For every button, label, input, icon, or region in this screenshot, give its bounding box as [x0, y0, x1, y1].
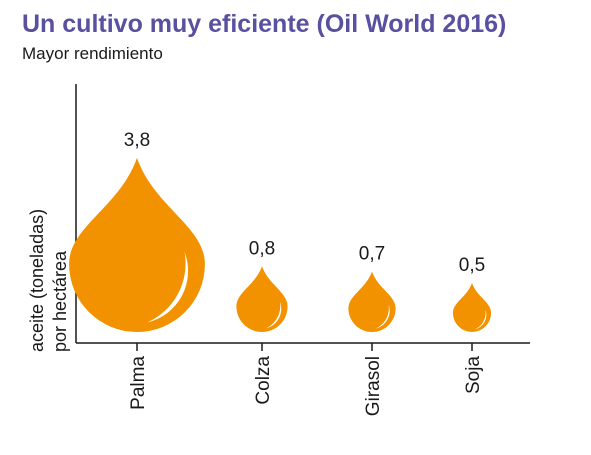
data-label-soja: 0,5: [459, 255, 485, 276]
drop-palma: [69, 157, 205, 332]
drop-highlight-soja: [474, 309, 487, 330]
y-axis-label-line-2: por hectárea: [50, 250, 70, 352]
category-label-palma: Palma: [128, 356, 149, 410]
data-label-girasol: 0,7: [359, 244, 385, 265]
drop-girasol: [348, 271, 396, 332]
chart-title: Un cultivo muy eficiente (Oil World 2016…: [22, 10, 507, 38]
drop-highlight-palma: [147, 251, 189, 323]
drop-soja: [452, 283, 492, 332]
category-label-girasol: Girasol: [363, 356, 384, 416]
data-label-colza: 0,8: [249, 238, 275, 259]
drop-highlight-colza: [265, 301, 282, 329]
category-label-soja: Soja: [463, 356, 484, 394]
category-label-colza: Colza: [253, 356, 274, 405]
y-axis-label: aceite (toneladas) por hectárea: [27, 209, 70, 352]
drop-colza: [236, 266, 288, 332]
y-axis-label-line-1: aceite (toneladas): [27, 209, 47, 352]
chart-subtitle: Mayor rendimiento: [22, 44, 163, 63]
chart-marks: 3,8 Palma 0,8 Colza 0,7 Girasol 0,5 Soja: [69, 130, 492, 416]
drop-highlight-girasol: [375, 304, 390, 329]
data-label-palma: 3,8: [124, 130, 150, 151]
